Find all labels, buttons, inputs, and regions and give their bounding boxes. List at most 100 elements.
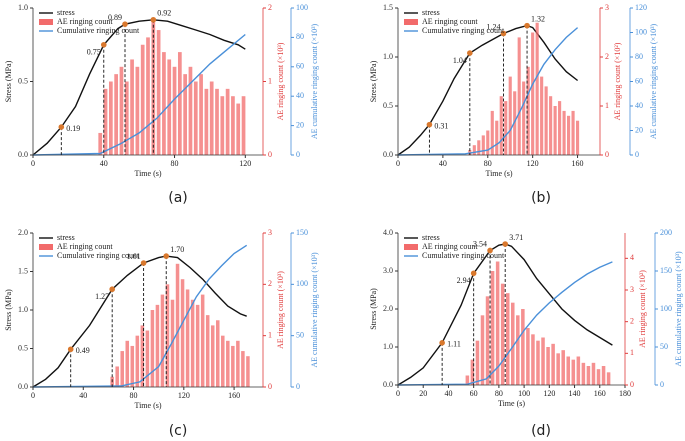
x-tick-label: 40 [79, 391, 87, 400]
y3-tick-label: 20 [296, 120, 304, 129]
y-tick-label: 2.0 [383, 304, 393, 313]
ae-bar [130, 59, 134, 156]
legend-swatch [39, 19, 53, 25]
point-label: 1.24 [486, 22, 500, 31]
point-label: 1.27 [95, 292, 109, 301]
ae-bar [135, 66, 140, 155]
y3-tick-label: 150 [296, 228, 308, 237]
y-tick-label: 0.0 [18, 150, 28, 159]
ae-bar [495, 261, 500, 385]
y3-tick-label: 0 [660, 380, 664, 389]
panel: 0.311.041.241.320 40 80 120 1600.00.51.01.50… [369, 3, 658, 206]
ae-bar [571, 359, 576, 385]
ae-bar [215, 320, 220, 387]
stress-point [470, 270, 477, 277]
point-label: 0.19 [66, 124, 80, 133]
ae-bar [526, 66, 530, 155]
x-tick-label: 80 [495, 389, 503, 398]
x-tick-label: 120 [239, 159, 251, 168]
ae-bar [241, 96, 246, 155]
ae-bar [475, 340, 480, 385]
stress-point [58, 124, 65, 130]
ae-bar [481, 135, 485, 155]
y3-tick-label: 50 [296, 330, 304, 339]
ae-bar [114, 74, 119, 155]
ae-bar [231, 96, 235, 155]
ae-bar [125, 340, 130, 387]
ae-bar [170, 299, 175, 387]
ae-bar [146, 37, 150, 155]
legend-label: AE ringing count [422, 242, 478, 251]
ae-bar [172, 66, 177, 155]
y-axis-title: Stress (MPa) [369, 60, 378, 102]
y3-tick-label: 0 [635, 150, 639, 159]
y3-axis-title: AE cumulative ringing count (×10³) [674, 251, 683, 367]
x-tick-label: 40 [444, 389, 452, 398]
y-tick-label: 1.0 [383, 52, 393, 61]
y3-axis-title: AE cumulative ringing count (×10³) [310, 24, 319, 140]
ae-bar [167, 59, 172, 156]
ae-bar [193, 81, 198, 155]
x-tick-label: 0 [31, 391, 35, 400]
ae-bar [231, 345, 235, 387]
x-tick-label: 80 [171, 159, 179, 168]
series-line [397, 261, 613, 386]
y-tick-label: 4.0 [383, 228, 393, 237]
ae-bar [486, 130, 490, 155]
y2-axis-title: AE ringing count (×10³) [276, 271, 285, 349]
x-axis-title: Time (s) [498, 399, 525, 408]
y2-tick-label: 0 [268, 382, 272, 391]
legend-label: Cumulative ringing count [422, 251, 505, 260]
legend-label: Cumulative ringing count [57, 26, 140, 35]
y2-tick-label: 1 [605, 101, 609, 110]
ae-bar [571, 110, 575, 155]
y2-tick-label: 2 [268, 3, 272, 12]
point-label: 1.32 [531, 14, 545, 23]
series-line [32, 255, 247, 388]
y3-tick-label: 200 [660, 228, 672, 237]
point-label: 1.11 [447, 340, 461, 349]
y2-tick-label: 2 [630, 316, 634, 325]
y2-tick-label: 3 [630, 285, 634, 294]
ae-bar [586, 366, 591, 385]
y3-tick-label: 50 [660, 342, 668, 351]
panel: 1.112.943.543.710 20 40 60 80 100 120 140 160 180… [369, 228, 683, 439]
ae-bar [558, 101, 562, 155]
y-tick-label: 0.5 [383, 101, 393, 110]
y2-axis-title: AE ringing count (×10²) [613, 42, 622, 120]
y2-tick-label: 3 [605, 3, 609, 12]
ae-bar [540, 76, 544, 155]
stress-point [426, 121, 433, 128]
ae-bar [531, 334, 535, 385]
ae-bar [536, 340, 540, 385]
panel-label: (d) [531, 423, 551, 439]
x-tick-label: 40 [439, 159, 447, 168]
ae-bar [517, 37, 521, 155]
ae-bar [516, 315, 520, 385]
ae-bar [553, 106, 557, 155]
series-line [32, 244, 248, 388]
ae-bar [510, 302, 515, 385]
y-tick-label: 0.0 [383, 380, 393, 389]
y3-tick-label: 100 [660, 304, 672, 313]
y-tick-label: 0.0 [18, 382, 28, 391]
ae-bar [135, 335, 140, 387]
stress-point [122, 21, 128, 27]
ae-bar [185, 289, 190, 387]
stress-point [109, 286, 115, 293]
stress-point [487, 247, 493, 254]
panel-label: (a) [168, 190, 188, 206]
panel: 0.190.750.89 0.920 40 80 1200.00.51.00120204… [4, 3, 319, 206]
y-tick-label: 0.5 [18, 343, 28, 352]
ae-bar [526, 328, 530, 385]
panel-label: (b) [531, 190, 551, 206]
x-tick-label: 180 [619, 389, 631, 398]
ae-bar [505, 293, 510, 385]
legend-label: stress [422, 233, 440, 242]
stress-point [67, 346, 74, 353]
ae-bar [490, 110, 494, 155]
ae-bar [549, 96, 553, 155]
y3-axis-title: AE cumulative ringing count (×10³) [310, 252, 319, 368]
ae-bar [551, 343, 555, 385]
